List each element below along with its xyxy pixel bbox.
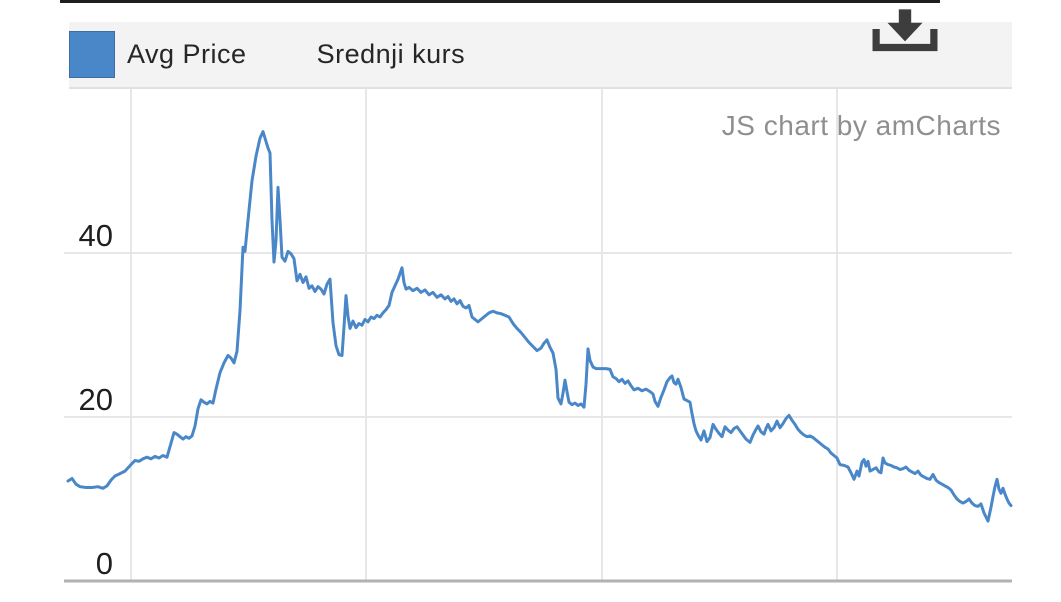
download-icon: [872, 8, 938, 51]
y-tick-label-20: 20: [78, 382, 113, 417]
legend-extra-label: Srednji kurs: [316, 39, 466, 69]
top-border-line: [60, 0, 940, 3]
legend-series-label[interactable]: Avg Price: [127, 39, 247, 69]
legend-band: Avg Price Srednji kurs: [69, 22, 1012, 89]
amcharts-watermark-link[interactable]: JS chart by amCharts: [721, 110, 1001, 141]
legend-swatch[interactable]: [69, 31, 115, 78]
y-tick-label-40: 40: [78, 218, 113, 253]
price-series-line: [66, 130, 1013, 523]
download-button[interactable]: [871, 8, 939, 56]
y-tick-label-0: 0: [95, 546, 113, 581]
